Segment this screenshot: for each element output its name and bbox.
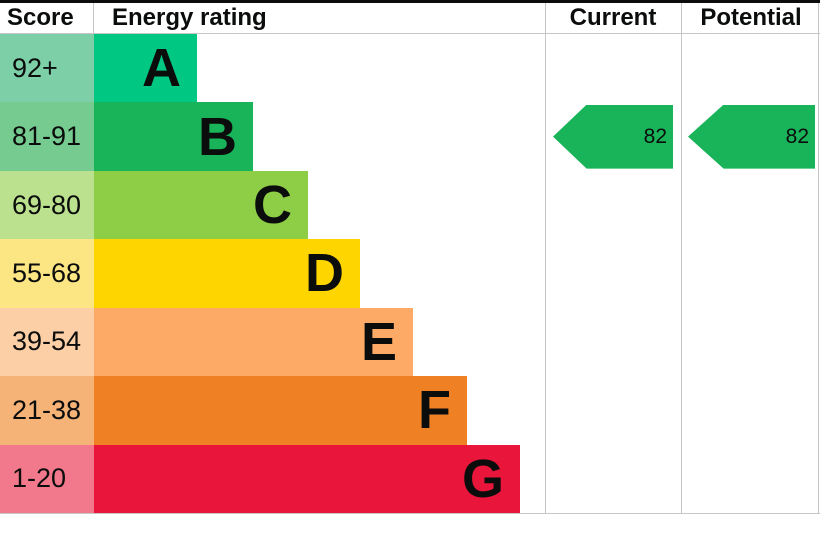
band-bar: A xyxy=(94,34,197,103)
band-letter: A xyxy=(142,38,181,99)
header-potential: Potential xyxy=(700,4,802,31)
chart-top-border xyxy=(0,0,820,3)
score-range-cell: 21-38 xyxy=(0,376,94,445)
potential-column-divider xyxy=(681,3,682,513)
band-row-g: 1-20 G xyxy=(0,444,545,513)
band-bar: D xyxy=(94,239,360,308)
header-score: Score xyxy=(7,4,74,31)
band-letter: D xyxy=(305,243,344,304)
band-bar: F xyxy=(94,376,467,445)
band-row-a: 92+ A xyxy=(0,34,545,103)
header-energy-rating: Energy rating xyxy=(112,4,267,31)
score-range-cell: 1-20 xyxy=(0,444,94,513)
band-letter: F xyxy=(418,380,451,441)
band-row-f: 21-38 F xyxy=(0,376,545,445)
current-rating-value: 82 xyxy=(643,124,667,148)
score-range-label: 39-54 xyxy=(12,326,82,357)
band-bar: G xyxy=(94,444,520,513)
header-current: Current xyxy=(569,4,657,31)
score-range-cell: 55-68 xyxy=(0,239,94,308)
band-letter: E xyxy=(360,311,397,372)
band-bar: C xyxy=(94,170,308,240)
band-row-c: 69-80 C xyxy=(0,170,545,240)
score-column-divider xyxy=(93,3,94,33)
current-column-divider xyxy=(545,3,546,513)
band-row-e: 39-54 E xyxy=(0,307,545,377)
score-range-label: 55-68 xyxy=(12,257,82,288)
header-underline xyxy=(0,33,820,34)
band-letter: B xyxy=(198,106,237,167)
chart-right-border xyxy=(818,3,819,513)
band-letter: C xyxy=(253,175,292,236)
score-range-cell: 81-91 xyxy=(0,102,94,171)
score-range-label: 1-20 xyxy=(12,463,67,494)
band-row-d: 55-68 D xyxy=(0,239,545,308)
potential-rating-arrow: 82 xyxy=(688,104,815,169)
potential-rating-value: 82 xyxy=(785,124,809,148)
band-letter: G xyxy=(461,448,504,509)
band-bar: B xyxy=(94,102,253,171)
score-range-cell: 92+ xyxy=(0,34,94,103)
score-range-label: 92+ xyxy=(12,52,58,83)
score-range-label: 81-91 xyxy=(12,121,82,152)
band-bar: E xyxy=(94,307,413,377)
score-range-cell: 39-54 xyxy=(0,307,94,377)
score-range-label: 21-38 xyxy=(12,394,82,425)
score-range-label: 69-80 xyxy=(12,189,82,220)
band-row-b: 81-91 B xyxy=(0,102,545,171)
current-rating-arrow: 82 xyxy=(553,104,673,169)
chart-bottom-border xyxy=(0,513,820,514)
score-range-cell: 69-80 xyxy=(0,170,94,240)
